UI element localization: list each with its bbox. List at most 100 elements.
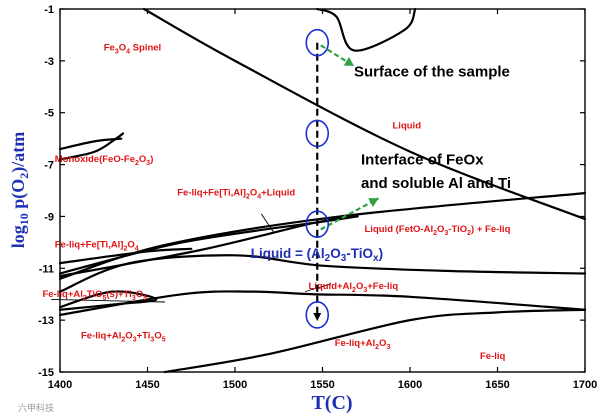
region-label-part: 4 bbox=[257, 194, 261, 201]
region-label-part: Fe-liq+Al bbox=[81, 330, 121, 341]
region-label: Fe-liq+Al2O3 bbox=[335, 338, 391, 351]
x-tick-label: 1400 bbox=[48, 379, 72, 391]
liquid-composition-label-part: 3 bbox=[341, 253, 347, 264]
region-label-part: 3 bbox=[150, 336, 154, 343]
region-label-part: Fe-liq+Fe[Ti,Al] bbox=[177, 188, 246, 199]
annotation-label: Interface of FeOx bbox=[361, 152, 484, 169]
phase-boundaries bbox=[58, 7, 587, 374]
phase-boundary-line bbox=[58, 132, 125, 161]
marker-top bbox=[305, 28, 330, 57]
region-label-part: Fe-liq+Fe[Ti,Al] bbox=[55, 240, 124, 251]
region-label-part: O bbox=[127, 240, 134, 251]
y-tick-label: -7 bbox=[44, 160, 54, 172]
x-axis-title: T(C) bbox=[311, 392, 352, 414]
region-label-part: 4 bbox=[126, 48, 130, 55]
region-label-part: +Liquid bbox=[261, 188, 295, 199]
region-label-part: 2 bbox=[246, 194, 250, 201]
sample-markers bbox=[305, 28, 330, 329]
region-label-part: 3 bbox=[444, 230, 448, 237]
region-label-part: 2 bbox=[433, 230, 437, 237]
region-label-part: ) bbox=[150, 154, 153, 165]
region-label: Liquid (FetO-Al2O3-TiO2) + Fe-liq bbox=[365, 224, 511, 237]
region-label-part: 2 bbox=[375, 344, 379, 351]
y-tick-label: -1 bbox=[44, 4, 54, 16]
tie-line bbox=[260, 213, 274, 233]
region-label: Fe-liq bbox=[480, 351, 506, 362]
region-label-part: 4 bbox=[135, 246, 139, 253]
phase-boundary-line bbox=[58, 215, 359, 278]
region-label-part: 2 bbox=[83, 295, 87, 302]
region-label-part: 5 bbox=[102, 295, 106, 302]
region-label-part: Fe bbox=[104, 42, 115, 53]
phase-boundary-line bbox=[58, 290, 158, 311]
phase-boundary-line bbox=[142, 7, 587, 221]
marker-mid bbox=[305, 119, 330, 148]
region-label-part: Fe-liq+Al bbox=[43, 289, 83, 300]
y-axis-title-log-sub: 10 bbox=[17, 213, 31, 225]
region-label-part: Spinel bbox=[130, 42, 161, 53]
region-label-part: Fe-liq bbox=[480, 351, 506, 362]
region-label-part: Liquid+Al bbox=[309, 281, 353, 292]
liquid-composition-label-part: -TiO bbox=[346, 246, 373, 261]
region-label-part: O bbox=[139, 154, 146, 165]
x-tick-label: 1600 bbox=[398, 379, 422, 391]
annotation-label: and soluble Al and Ti bbox=[361, 175, 511, 192]
phase-boundary-line bbox=[58, 247, 193, 265]
region-label-part: 3 bbox=[146, 160, 150, 167]
liquid-composition-label-part: O bbox=[330, 246, 341, 261]
region-label-part: 2 bbox=[135, 160, 139, 167]
plot-frame bbox=[59, 8, 586, 373]
region-label-part: O bbox=[125, 330, 132, 341]
region-label-part: 5 bbox=[162, 336, 166, 343]
liquid-composition-label-part: x bbox=[373, 253, 379, 264]
region-label-part: O bbox=[437, 224, 444, 235]
phase-region-labels: Fe3O4 SpinelLiquidMonoxide(FeO-Fe2O3)Fe-… bbox=[43, 42, 511, 362]
region-label: Fe-liq+Fe[Ti,Al]2O4+Liquid bbox=[177, 188, 295, 201]
region-label-part: 2 bbox=[123, 246, 127, 253]
region-label-part: Liquid (FetO-Al bbox=[365, 224, 434, 235]
region-label-part: O bbox=[250, 188, 257, 199]
region-label-part: O bbox=[136, 289, 143, 300]
dashed-path-arrowhead bbox=[313, 312, 322, 321]
region-label: Fe-liq+Fe[Ti,Al]2O4 bbox=[55, 240, 139, 253]
region-label-part: O bbox=[119, 42, 126, 53]
region-label-part: +Fe-liq bbox=[367, 281, 398, 292]
region-label-part: +Ti bbox=[137, 330, 151, 341]
region-label-part: Fe-liq+Al bbox=[335, 338, 375, 349]
y-axis-title-o-sub: 2 bbox=[17, 173, 31, 179]
region-label: Liquid bbox=[393, 120, 422, 131]
watermark: 六甲科技 bbox=[18, 402, 54, 414]
region-label-part: -TiO bbox=[448, 224, 467, 235]
annotation-label: Surface of the sample bbox=[354, 63, 510, 80]
x-tick-label: 1450 bbox=[135, 379, 159, 391]
annotations: Surface of the sample Interface of FeOx an… bbox=[251, 63, 511, 264]
y-tick-label: -3 bbox=[44, 56, 54, 68]
marker-bottom bbox=[305, 301, 330, 329]
marker-liquid bbox=[305, 210, 330, 239]
region-label-part: (s)+Ti bbox=[106, 289, 131, 300]
liquid-composition-label-part: Liquid = (Al bbox=[251, 246, 325, 261]
composition-path bbox=[313, 42, 322, 321]
x-tick-label: 1500 bbox=[223, 379, 247, 391]
region-label: Fe-liq+Al2TiO5(s)+Ti3O5 bbox=[43, 289, 148, 302]
liquid-composition-label-part: ) bbox=[379, 246, 384, 261]
y-axis-title-log: log bbox=[8, 225, 28, 248]
region-label-part: O bbox=[379, 338, 386, 349]
y-tick-label: -5 bbox=[44, 108, 54, 120]
annotation-arrowhead bbox=[368, 198, 379, 207]
phase-boundary-line bbox=[316, 7, 417, 52]
region-label-part: 3 bbox=[115, 48, 119, 55]
region-label-part: 3 bbox=[386, 344, 390, 351]
y-tick-label: -15 bbox=[38, 367, 54, 379]
region-label-part: Liquid bbox=[393, 120, 422, 131]
region-label-part: 3 bbox=[133, 336, 137, 343]
annotation-arrow bbox=[320, 197, 380, 231]
liquid-composition-label: Liquid = (Al2O3-TiOx) bbox=[251, 246, 383, 264]
tie-line bbox=[51, 298, 166, 303]
region-label-part: ) + Fe-liq bbox=[471, 224, 511, 235]
region-label: Fe3O4 Spinel bbox=[104, 42, 161, 55]
x-tick-label: 1650 bbox=[485, 379, 509, 391]
region-label-part: O bbox=[356, 281, 363, 292]
region-label: Liquid+Al2O3+Fe-liq bbox=[309, 281, 399, 294]
